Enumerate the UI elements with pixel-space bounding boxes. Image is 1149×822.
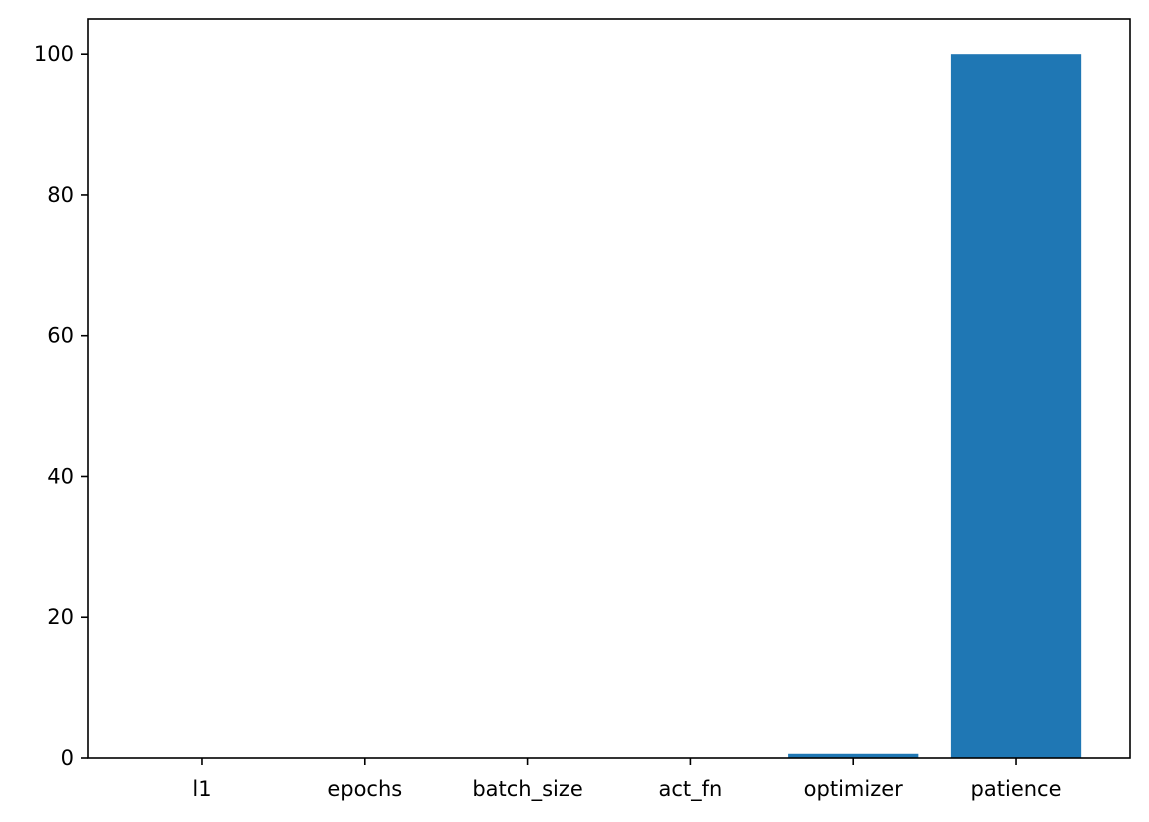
bar-patience <box>950 54 1082 758</box>
y-axis-ticks: 0 20 40 60 80 100 <box>34 42 88 770</box>
x-tick-label: epochs <box>327 777 402 801</box>
bar-optimizer <box>788 753 919 758</box>
bars-group <box>136 54 1082 758</box>
y-tick-label: 40 <box>47 464 74 488</box>
x-tick-label: patience <box>971 777 1062 801</box>
x-tick-label: l1 <box>192 777 211 801</box>
y-tick-label: 20 <box>47 605 74 629</box>
x-tick-label: optimizer <box>804 777 903 801</box>
x-axis-ticks: l1 epochs batch_size act_fn optimizer patienc… <box>192 758 1062 802</box>
y-tick-label: 100 <box>34 42 74 66</box>
plot-frame <box>87 18 1131 759</box>
y-tick-label: 80 <box>47 183 74 207</box>
y-tick-label: 60 <box>47 324 74 348</box>
x-tick-label: batch_size <box>472 777 583 802</box>
x-tick-label: act_fn <box>658 777 722 802</box>
y-tick-label: 0 <box>61 746 74 770</box>
